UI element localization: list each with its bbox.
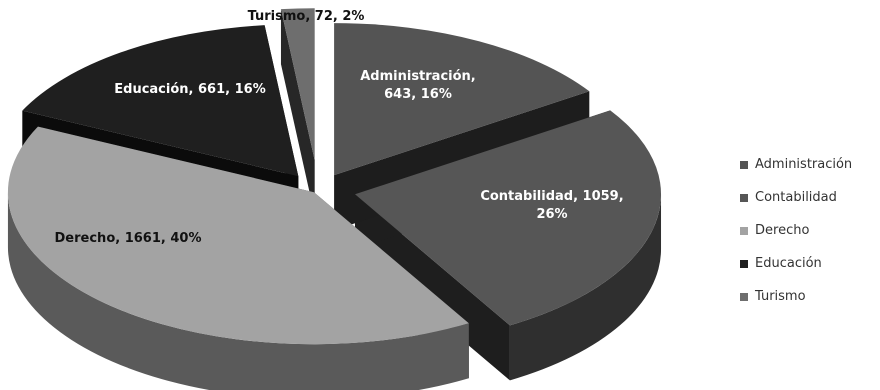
data-label-contabilidad: Contabilidad, 1059, 26% bbox=[480, 189, 623, 222]
legend-swatch bbox=[740, 193, 748, 202]
legend-item-contabilidad: Contabilidad bbox=[740, 181, 852, 214]
data-label-derecho: Derecho, 1661, 40% bbox=[55, 231, 202, 246]
legend-swatch bbox=[740, 259, 748, 268]
legend-label: Turismo bbox=[755, 289, 806, 304]
slice-side-contabilidad bbox=[509, 194, 662, 381]
slice-administracion bbox=[334, 23, 590, 176]
legend-item-educacion: Educación bbox=[740, 247, 852, 280]
data-label-administracion: Administración, 643, 16% bbox=[360, 69, 476, 102]
data-label-educacion: Educación, 661, 16% bbox=[114, 82, 265, 97]
legend-item-administracion: Administración bbox=[740, 148, 852, 181]
slice-side-derecho bbox=[7, 192, 469, 390]
pie-tops bbox=[7, 8, 662, 345]
slice-edge-turismo-0 bbox=[280, 9, 315, 216]
legend-label: Educación bbox=[755, 256, 822, 271]
legend-item-turismo: Turismo bbox=[740, 280, 852, 313]
slice-turismo bbox=[280, 8, 315, 161]
data-label-turismo: Turismo, 72, 2% bbox=[248, 9, 365, 24]
legend-label: Administración bbox=[755, 157, 853, 172]
legend: Administración Contabilidad Derecho Educaci… bbox=[740, 148, 852, 313]
slice-edge-contabilidad-1 bbox=[355, 194, 510, 381]
legend-label: Contabilidad bbox=[755, 190, 837, 205]
slice-educacion bbox=[22, 25, 299, 177]
legend-swatch bbox=[740, 160, 748, 169]
slice-contabilidad bbox=[355, 110, 662, 326]
legend-label: Derecho bbox=[755, 223, 810, 238]
legend-item-derecho: Derecho bbox=[740, 214, 852, 247]
legend-swatch bbox=[740, 292, 748, 301]
legend-swatch bbox=[740, 226, 748, 235]
pie-labels: Administración, 643, 16% Contabilidad, 105… bbox=[55, 9, 624, 246]
slice-derecho bbox=[7, 126, 469, 345]
